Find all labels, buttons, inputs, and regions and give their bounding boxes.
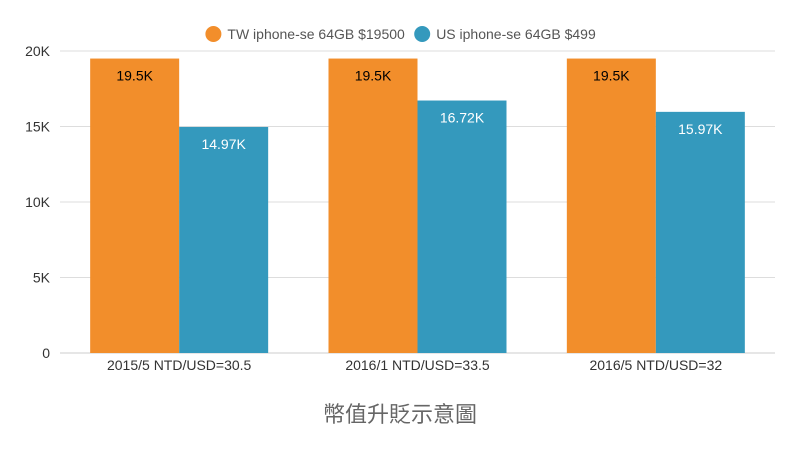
bar-value-label: 19.5K: [355, 68, 392, 84]
y-tick-label: 5K: [33, 270, 51, 286]
bar[interactable]: [566, 58, 656, 354]
bar[interactable]: [417, 100, 507, 353]
x-tick-label: 2016/1 NTD/USD=33.5: [345, 357, 490, 373]
bar-value-label: 16.72K: [440, 110, 485, 126]
bar[interactable]: [655, 111, 745, 353]
bar-value-label: 19.5K: [593, 68, 630, 84]
bar[interactable]: [179, 126, 269, 353]
y-axis-tick-labels: 0 5K 10K 15K 20K: [25, 43, 51, 361]
legend[interactable]: TW iphone-se 64GB $19500 US iphone-se 64G…: [205, 26, 596, 42]
x-tick-label: 2016/5 NTD/USD=32: [589, 357, 722, 373]
legend-label[interactable]: US iphone-se 64GB $499: [436, 26, 596, 42]
x-tick-label: 2015/5 NTD/USD=30.5: [107, 357, 252, 373]
bar-value-labels: 19.5K 14.97K 19.5K 16.72K 19.5K 15.97K: [116, 68, 723, 152]
y-tick-label: 20K: [25, 43, 51, 59]
bar-value-label: 19.5K: [116, 68, 153, 84]
chart-title: 幣值升貶示意圖: [323, 402, 477, 427]
y-tick-label: 10K: [25, 194, 51, 210]
bar-value-label: 14.97K: [201, 136, 246, 152]
y-tick-label: 15K: [25, 119, 51, 135]
legend-marker[interactable]: [205, 26, 222, 42]
bars: [90, 58, 745, 354]
bar[interactable]: [90, 58, 180, 354]
legend-label[interactable]: TW iphone-se 64GB $19500: [227, 26, 405, 42]
bar[interactable]: [328, 58, 418, 354]
bar-value-label: 15.97K: [678, 121, 723, 137]
y-tick-label: 0: [42, 345, 50, 361]
x-axis-tick-labels: 2015/5 NTD/USD=30.5 2016/1 NTD/USD=33.5 20…: [107, 357, 722, 373]
legend-marker[interactable]: [414, 26, 431, 42]
